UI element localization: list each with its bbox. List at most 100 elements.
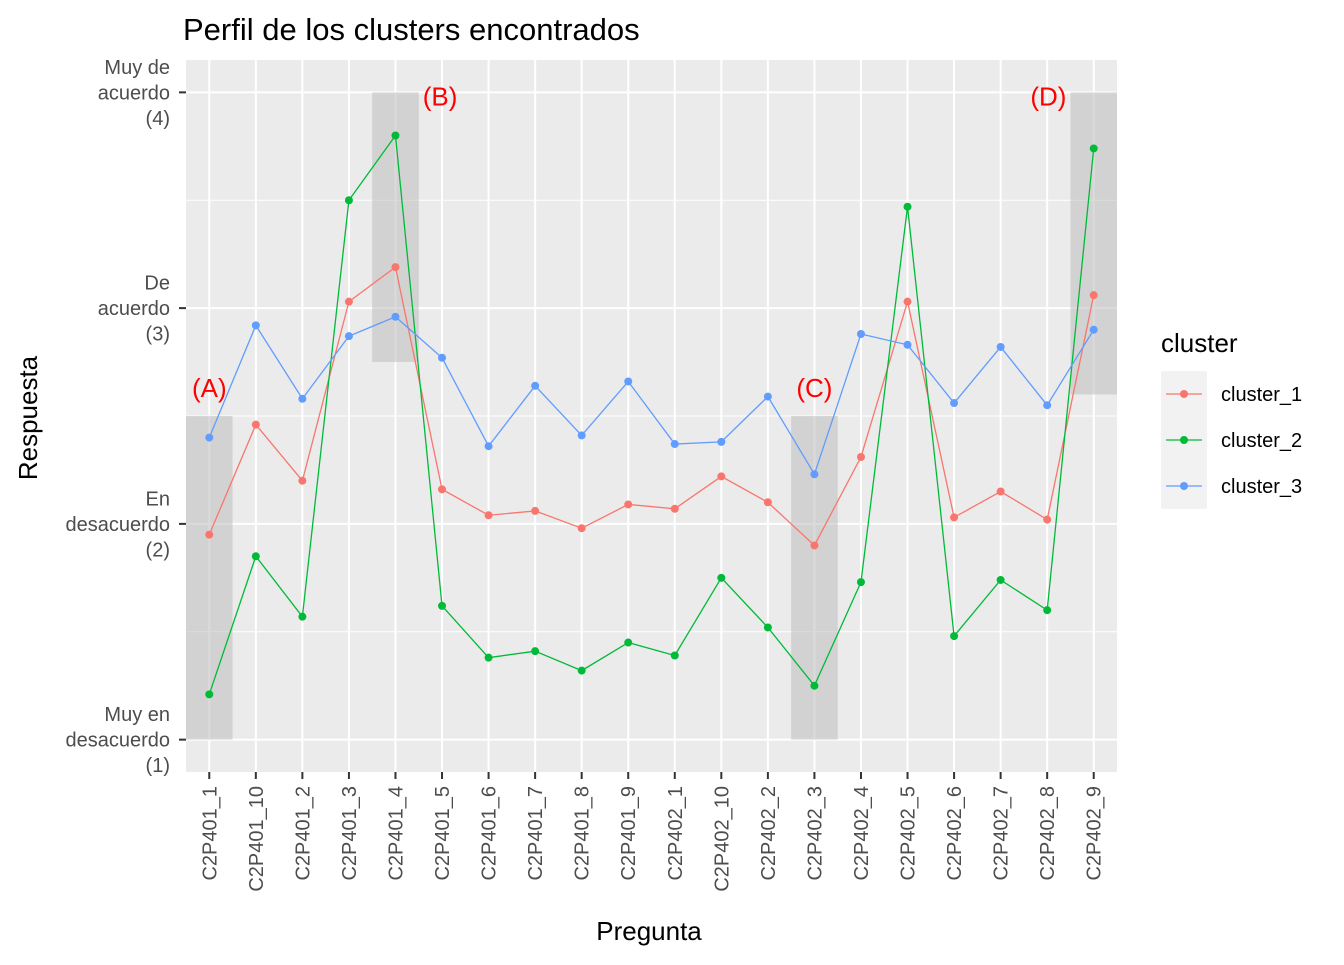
y-tick-label: De <box>144 273 170 295</box>
y-tick-label: Muy de <box>104 57 170 79</box>
highlight-band-d <box>1070 92 1117 395</box>
data-point-cluster_1 <box>298 476 307 485</box>
series-line-cluster_2 <box>208 133 1095 695</box>
y-axis-title: Respuesta <box>13 355 43 480</box>
data-point-cluster_2 <box>251 552 260 561</box>
data-point-cluster_3 <box>856 330 865 339</box>
data-point-cluster_1 <box>531 506 540 515</box>
data-point-cluster_3 <box>810 470 819 479</box>
data-point-cluster_1 <box>344 297 353 306</box>
data-point-cluster_2 <box>717 573 726 582</box>
data-point-cluster_2 <box>950 632 959 641</box>
data-point-cluster_1 <box>251 420 260 429</box>
x-tick-label: C2P401_8 <box>572 786 594 881</box>
y-tick-label: (3) <box>146 324 170 346</box>
data-point-cluster_2 <box>763 623 772 632</box>
y-tick-label: (4) <box>146 108 170 130</box>
data-point-cluster_2 <box>670 651 679 660</box>
y-tick-label: En <box>146 488 170 510</box>
data-point-cluster_1 <box>484 511 493 520</box>
data-point-cluster_2 <box>856 578 865 587</box>
legend-key-point-cluster_1 <box>1180 390 1188 398</box>
x-tick-label: C2P402_5 <box>898 786 920 881</box>
data-point-cluster_3 <box>1089 325 1098 334</box>
y-tick-label: acuerdo <box>98 82 170 104</box>
x-tick-label: C2P402_4 <box>851 786 873 881</box>
y-tick-label: (2) <box>146 539 170 561</box>
x-tick-label: C2P401_6 <box>479 786 501 881</box>
y-tick-label: desacuerdo <box>65 514 170 536</box>
legend-key-point-cluster_2 <box>1180 436 1188 444</box>
data-point-cluster_3 <box>577 431 586 440</box>
x-tick-label: C2P401_10 <box>246 786 268 892</box>
data-point-cluster_2 <box>624 638 633 647</box>
data-point-cluster_2 <box>391 131 400 140</box>
plot-area: (A) (B) (C) (D) Muy en desacuerdo (1) En desacue… <box>65 57 1117 892</box>
data-point-cluster_3 <box>298 394 307 403</box>
data-point-cluster_1 <box>438 485 447 494</box>
x-tick-label: C2P402_8 <box>1037 786 1059 881</box>
legend-title: cluster <box>1161 328 1238 358</box>
x-tick-label: C2P402_9 <box>1084 786 1106 881</box>
highlight-band-c <box>791 416 838 740</box>
legend-label-cluster_2: cluster_2 <box>1221 430 1302 452</box>
data-point-cluster_1 <box>950 513 959 522</box>
x-tick-label: C2P402_6 <box>944 786 966 881</box>
y-tick-label: (1) <box>146 755 170 777</box>
annotation-label-d: (D) <box>1030 82 1066 112</box>
x-tick-label: C2P401_9 <box>618 786 640 881</box>
chart-title: Perfil de los clusters encontrados <box>183 12 640 47</box>
data-point-cluster_1 <box>1043 515 1052 524</box>
data-point-cluster_2 <box>205 690 214 699</box>
data-point-cluster_3 <box>391 312 400 321</box>
data-point-cluster_2 <box>438 601 447 610</box>
data-point-cluster_3 <box>763 392 772 401</box>
x-tick-label: C2P401_4 <box>385 786 407 881</box>
data-point-cluster_3 <box>1043 401 1052 410</box>
data-point-cluster_2 <box>996 575 1005 584</box>
data-point-cluster_1 <box>903 297 912 306</box>
annotation-label-a: (A) <box>192 373 227 403</box>
x-tick-label: C2P401_5 <box>432 786 454 881</box>
data-point-cluster_3 <box>950 399 959 408</box>
data-point-cluster_2 <box>531 647 540 656</box>
data-point-cluster_1 <box>1089 291 1098 300</box>
data-point-cluster_2 <box>344 196 353 205</box>
data-point-cluster_2 <box>903 202 912 211</box>
data-point-cluster_3 <box>438 353 447 362</box>
y-tick-label: acuerdo <box>98 298 170 320</box>
data-point-cluster_1 <box>577 524 586 533</box>
x-tick-label: C2P402_7 <box>991 786 1013 881</box>
data-point-cluster_3 <box>996 342 1005 351</box>
data-point-cluster_3 <box>903 340 912 349</box>
series-line-cluster_3 <box>208 315 1095 476</box>
y-tick-label: desacuerdo <box>65 730 170 752</box>
data-point-cluster_1 <box>205 530 214 539</box>
series-line-cluster_1 <box>208 266 1095 547</box>
data-point-cluster_1 <box>810 541 819 550</box>
data-point-cluster_2 <box>298 612 307 621</box>
data-point-cluster_1 <box>996 487 1005 496</box>
annotation-label-b: (B) <box>423 82 458 112</box>
data-point-cluster_1 <box>717 472 726 481</box>
data-point-cluster_3 <box>624 377 633 386</box>
legend-label-cluster_3: cluster_3 <box>1221 476 1302 498</box>
data-point-cluster_2 <box>1089 144 1098 153</box>
legend: cluster cluster_1 cluster_2 cluster_3 <box>1161 328 1302 509</box>
x-tick-label: C2P401_3 <box>339 786 361 881</box>
x-tick-label: C2P402_10 <box>711 786 733 892</box>
data-point-cluster_1 <box>670 504 679 513</box>
x-tick-label: C2P401_1 <box>199 786 221 881</box>
legend-key-point-cluster_3 <box>1180 482 1188 490</box>
data-point-cluster_3 <box>670 440 679 449</box>
data-point-cluster_3 <box>484 442 493 451</box>
data-point-cluster_1 <box>624 500 633 509</box>
data-point-cluster_2 <box>577 666 586 675</box>
data-point-cluster_2 <box>810 681 819 690</box>
x-tick-label: C2P402_2 <box>758 786 780 881</box>
data-point-cluster_3 <box>717 437 726 446</box>
annotation-label-c: (C) <box>796 373 832 403</box>
data-point-cluster_2 <box>1043 606 1052 615</box>
